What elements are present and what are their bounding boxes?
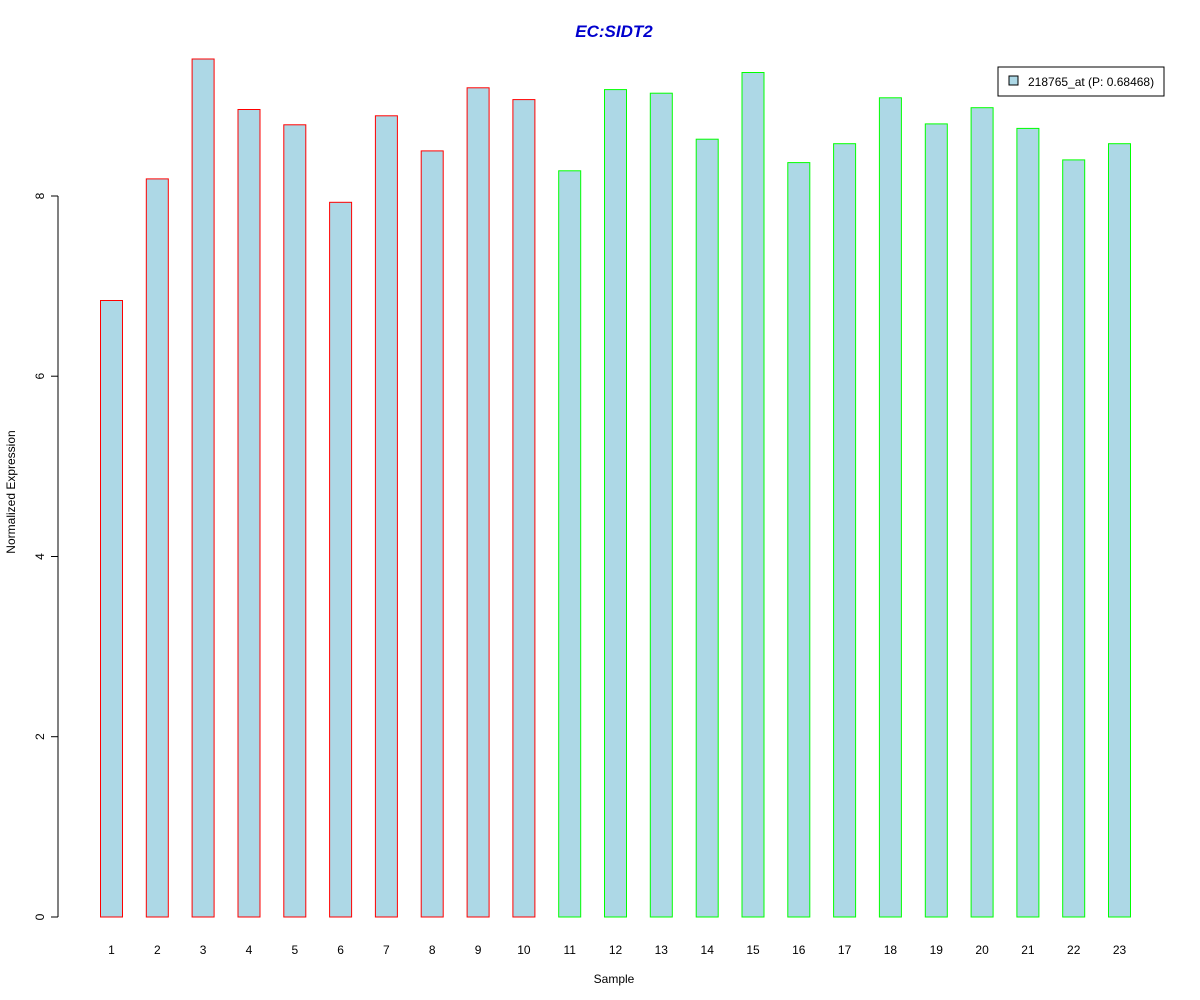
x-tick-labels: 1 2 3 4 5 6 7 8 9 10 11 12 13 14 15 16 17 18 19 20 21 22 23 (108, 943, 1126, 957)
x-tick-label: 3 (200, 943, 207, 957)
x-tick-label: 16 (792, 943, 806, 957)
x-tick-label: 9 (475, 943, 482, 957)
bar-sample-3 (191, 58, 215, 918)
x-tick-label: 13 (655, 943, 669, 957)
y-tick-label: 6 (33, 373, 47, 380)
x-tick-label: 11 (563, 943, 576, 957)
bar-sample-13 (649, 92, 673, 918)
x-tick-label: 14 (701, 943, 715, 957)
x-tick-label: 5 (291, 943, 298, 957)
x-tick-label: 15 (746, 943, 760, 957)
legend-box (997, 66, 1165, 97)
legend-label: 218765_at (P: 0.68468) (1028, 75, 1154, 89)
y-tick-label: 2 (33, 733, 47, 740)
legend-swatch (1008, 75, 1019, 86)
x-tick-label: 1 (108, 943, 115, 957)
chart-title: EC:SIDT2 (575, 22, 653, 41)
y-axis: 0 2 4 6 8 (33, 192, 59, 920)
x-tick-label: 7 (383, 943, 390, 957)
x-tick-label: 17 (838, 943, 852, 957)
y-tick-label: 8 (33, 192, 47, 199)
bar-sample-17 (833, 143, 857, 918)
bar-sample-6 (329, 201, 353, 918)
bar-sample-20 (970, 107, 994, 918)
x-tick-label: 23 (1113, 943, 1127, 957)
y-axis-title: Normalized Expression (4, 430, 18, 553)
y-tick-label: 4 (33, 553, 47, 560)
bar-sample-16 (787, 162, 811, 918)
x-tick-label: 12 (609, 943, 623, 957)
bar-sample-11 (558, 170, 582, 918)
x-axis-title: Sample (594, 972, 635, 986)
bar-sample-23 (1108, 143, 1131, 918)
x-tick-label: 6 (337, 943, 344, 957)
bar-sample-7 (374, 115, 398, 918)
bar-sample-2 (145, 178, 169, 918)
bar-sample-1 (100, 300, 123, 918)
bars-group (100, 58, 1131, 918)
bar-sample-5 (283, 124, 307, 918)
x-tick-label: 19 (930, 943, 944, 957)
x-tick-label: 20 (975, 943, 989, 957)
bar-sample-9 (466, 87, 490, 918)
x-tick-label: 2 (154, 943, 161, 957)
bar-sample-4 (237, 109, 261, 918)
x-tick-label: 18 (884, 943, 898, 957)
bar-sample-12 (604, 89, 627, 918)
bar-sample-15 (741, 72, 765, 918)
bar-sample-8 (420, 150, 444, 918)
bar-sample-18 (878, 97, 902, 918)
legend: 218765_at (P: 0.68468) (997, 66, 1165, 97)
y-tick-label: 0 (33, 913, 47, 920)
bar-sample-10 (512, 99, 536, 918)
x-tick-label: 4 (246, 943, 253, 957)
bar-sample-14 (695, 138, 719, 918)
x-tick-label: 21 (1021, 943, 1035, 957)
x-tick-label: 22 (1067, 943, 1081, 957)
x-tick-label: 10 (517, 943, 531, 957)
bar-sample-21 (1016, 127, 1040, 918)
x-tick-label: 8 (429, 943, 436, 957)
bar-sample-19 (924, 123, 948, 918)
bar-sample-22 (1062, 159, 1086, 918)
